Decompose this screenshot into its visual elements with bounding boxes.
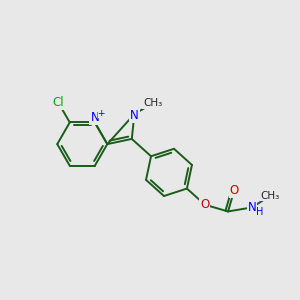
Text: +: + <box>98 109 105 118</box>
Text: H: H <box>256 207 264 217</box>
Text: N: N <box>130 109 139 122</box>
Text: O: O <box>200 198 209 211</box>
Text: N: N <box>248 201 256 214</box>
Text: CH₃: CH₃ <box>143 98 162 108</box>
Text: Cl: Cl <box>52 96 64 109</box>
Text: CH₃: CH₃ <box>261 190 280 201</box>
Text: O: O <box>230 184 239 197</box>
Text: N: N <box>90 111 99 124</box>
